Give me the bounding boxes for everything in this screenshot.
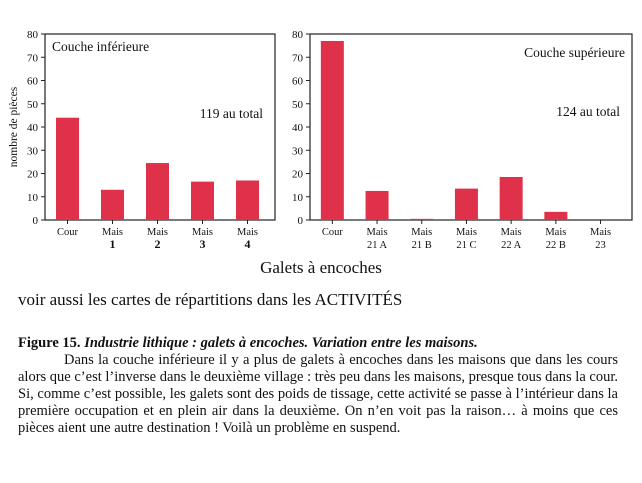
lower-bar: [236, 180, 259, 220]
activities-note: voir aussi les cartes de répartitions da…: [18, 290, 403, 309]
figure-title: Industrie lithique : galets à encoches. …: [84, 335, 478, 351]
upper-bar: [320, 40, 344, 220]
upper-xtick-label: Mais: [411, 227, 432, 238]
figure-label: Figure 15.: [18, 335, 81, 351]
upper-xtick-label: Mais: [590, 227, 611, 238]
upper-xtick-label: Mais: [456, 227, 477, 238]
lower-bar: [191, 181, 214, 220]
lower-ylabel: nombre de pièces: [8, 86, 20, 167]
lower-ytick-label: 80: [27, 29, 39, 41]
lower-ytick-label: 30: [27, 145, 39, 157]
lower-ytick-label: 0: [33, 215, 39, 227]
upper-xtick-label: 23: [595, 240, 606, 251]
upper-ytick-label: 40: [292, 122, 304, 134]
lower-xtick-label: 1: [110, 237, 116, 251]
upper-xtick-label: 21 C: [456, 240, 476, 251]
upper-ytick-label: 70: [292, 52, 304, 64]
upper-xtick-label: 22 A: [501, 240, 522, 251]
lower-xtick-label: 4: [245, 237, 251, 251]
upper-xtick-label: 21 A: [367, 240, 388, 251]
upper-ytick-label: 60: [292, 76, 304, 88]
lower-chart-title: Couche inférieure: [52, 39, 149, 54]
upper-xtick-label: 21 B: [412, 240, 432, 251]
lower-xtick-label: Mais: [237, 227, 258, 238]
upper-xtick-label: Mais: [545, 227, 566, 238]
lower-ytick-label: 70: [27, 52, 39, 64]
upper-bar: [365, 190, 389, 220]
lower-ytick-label: 10: [27, 192, 39, 204]
lower-ytick-label: 60: [27, 76, 39, 88]
lower-bar: [56, 117, 79, 220]
upper-bar: [544, 211, 568, 220]
upper-total-annotation: 124 au total: [556, 104, 620, 119]
lower-ytick-label: 20: [27, 169, 39, 181]
lower-ytick-label: 40: [27, 122, 39, 134]
lower-xtick-label: Mais: [102, 227, 123, 238]
lower-xtick-label: Mais: [147, 227, 168, 238]
upper-ytick-label: 10: [292, 192, 304, 204]
figure-caption: Figure 15. Industrie lithique : galets à…: [18, 335, 478, 352]
lower-xtick-label: Cour: [57, 227, 79, 238]
upper-ytick-label: 30: [292, 145, 304, 157]
upper-ytick-label: 0: [298, 215, 304, 227]
upper-ytick-label: 50: [292, 99, 304, 111]
upper-bar: [454, 188, 478, 220]
upper-xtick-label: Mais: [501, 227, 522, 238]
lower-xtick-label: 3: [200, 237, 206, 251]
lower-ytick-label: 50: [27, 99, 39, 111]
upper-ytick-label: 80: [292, 29, 304, 41]
upper-ytick-label: 20: [292, 169, 304, 181]
lower-bar: [101, 189, 124, 220]
lower-xtick-label: Mais: [192, 227, 213, 238]
lower-bar: [146, 163, 169, 220]
upper-chart-title: Couche supérieure: [524, 45, 625, 60]
lower-total-annotation: 119 au total: [200, 106, 263, 121]
upper-xtick-label: Cour: [322, 227, 344, 238]
upper-bar: [410, 218, 434, 220]
figure-subtitle: Galets à encoches: [260, 258, 382, 277]
upper-xtick-label: 22 B: [546, 240, 566, 251]
figure-paragraph: Dans la couche inférieure il y a plus de…: [18, 352, 618, 436]
upper-bar: [499, 176, 523, 220]
lower-xtick-label: 2: [155, 237, 161, 251]
upper-xtick-label: Mais: [367, 227, 388, 238]
